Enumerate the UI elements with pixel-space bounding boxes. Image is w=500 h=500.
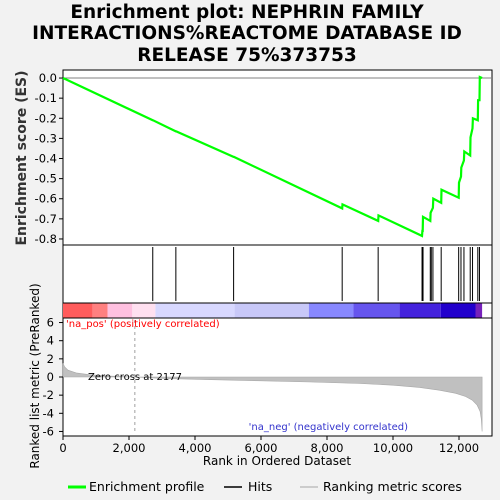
x-tick-label: 4,000 <box>179 441 212 455</box>
x-tick-label: 10,000 <box>373 441 413 455</box>
enrichment-profile-path <box>62 75 483 238</box>
es-y-axis: 0.0 -0.1 -0.2 -0.3 -0.4 -0.5 -0.6 -0.7 -0.8 <box>35 71 63 246</box>
x-tick-label: 8,000 <box>311 441 344 455</box>
metric-y-tick-label: -6 <box>43 424 54 438</box>
heatmap-segment <box>155 303 235 318</box>
x-tick-label: 6,000 <box>245 441 278 455</box>
metric-y-axis-label: Ranked list metric (PreRanked) <box>28 283 42 468</box>
es-y-tick-label: -0.8 <box>35 232 57 246</box>
es-y-axis-label: Enrichment score (ES) <box>14 70 30 245</box>
heatmap-segment <box>63 303 93 318</box>
es-y-tick-label: -0.7 <box>35 212 57 226</box>
heatmap-segment <box>440 303 476 318</box>
es-y-tick-label: -0.6 <box>35 192 57 206</box>
x-axis-label: Rank in Ordered Dataset <box>203 454 351 468</box>
es-panel <box>62 69 493 246</box>
es-y-tick-label: -0.2 <box>35 111 57 125</box>
metric-y-tick-label: 2 <box>47 352 54 366</box>
heatmap-segment <box>92 303 108 318</box>
es-y-tick-label: -0.5 <box>35 172 57 186</box>
heatmap-segment <box>234 303 309 318</box>
es-y-tick-label: -0.3 <box>35 131 57 145</box>
metric-y-axis: 6 4 2 0 -2 -4 -6 <box>43 316 63 438</box>
heatmap-segment <box>132 303 156 318</box>
metric-y-tick-label: 0 <box>47 370 54 384</box>
chart-title-line-1: Enrichment plot: NEPHRIN FAMILY <box>70 2 424 23</box>
chart-title-line-3: RELEASE 75%373753 <box>137 45 357 66</box>
legend-label-hits: Hits <box>248 479 272 494</box>
chart-title-line-2: INTERACTIONS%REACTOME DATABASE ID <box>32 23 462 44</box>
metric-y-tick-label: -2 <box>43 388 54 402</box>
legend-label-enrichment-profile: Enrichment profile <box>89 479 205 494</box>
hit-markers <box>152 247 480 301</box>
heatmap-segment <box>107 303 133 318</box>
x-axis: 0 2,000 4,000 6,000 8,000 10,000 12,000 <box>59 436 479 455</box>
es-y-tick-label: -0.1 <box>35 91 57 105</box>
es-y-tick-label: 0.0 <box>39 71 57 85</box>
ranking-metric-area <box>62 320 483 434</box>
legend: Enrichment profile Hits Ranking metric s… <box>68 479 462 494</box>
x-tick-label: 2,000 <box>113 441 146 455</box>
hits-panel <box>62 244 493 304</box>
x-tick-label: 12,000 <box>439 441 479 455</box>
ranked-heatmap-bar <box>63 303 483 318</box>
es-y-tick-label: -0.4 <box>35 152 57 166</box>
heatmap-segment <box>308 303 354 318</box>
zero-cross-label: Zero cross at 2177 <box>88 372 182 383</box>
heatmap-segment <box>475 303 483 318</box>
metric-y-tick-label: -4 <box>43 406 54 420</box>
heatmap-segment <box>353 303 400 318</box>
heatmap-segment <box>399 303 441 318</box>
enrichment-profile-line <box>62 75 483 238</box>
ranking-metric-fill <box>62 363 483 432</box>
metric-y-tick-label: 4 <box>47 334 54 348</box>
x-tick-label: 0 <box>59 441 66 455</box>
neg-correlation-label: 'na_neg' (negatively correlated) <box>249 422 408 433</box>
legend-label-ranking-metric: Ranking metric scores <box>323 479 462 494</box>
metric-y-tick-label: 6 <box>47 316 54 330</box>
pos-correlation-label: 'na_pos' (positively correlated) <box>66 319 220 330</box>
